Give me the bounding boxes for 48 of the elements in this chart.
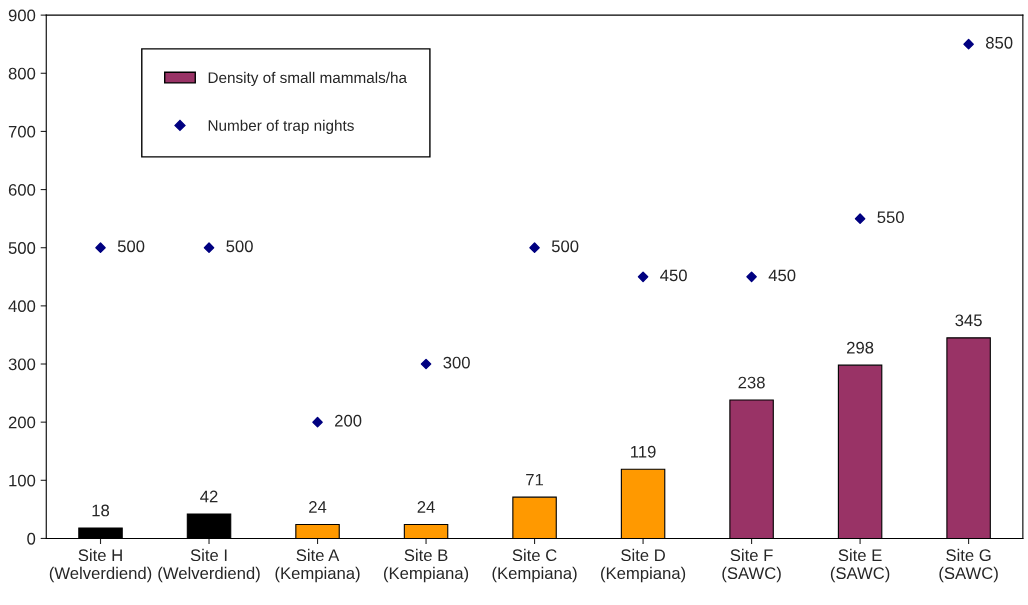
- data-label: 200: [335, 414, 362, 427]
- x-tick-label: Site B (Kempiana): [384, 548, 469, 583]
- x-tick-label: Site I (Welverdiend): [158, 548, 260, 583]
- data-label: 24: [417, 501, 435, 513]
- y-tick-label: 100: [9, 474, 36, 487]
- y-tick-label: 300: [8, 358, 36, 371]
- point: [529, 242, 540, 254]
- y-tick-label: 600: [8, 183, 36, 196]
- data-label: 450: [768, 269, 796, 282]
- y-tick-label: 900: [8, 9, 36, 22]
- point: [854, 213, 866, 224]
- point: [963, 38, 974, 50]
- x-tick-label: Site G (SAWC): [939, 548, 998, 583]
- x-tick-label: Site A (Kempiana): [275, 548, 360, 583]
- data-label: 300: [443, 356, 470, 369]
- y-tick-label: 0: [27, 532, 36, 545]
- y-tick-label: 200: [8, 416, 36, 429]
- point: [312, 416, 323, 428]
- point: [637, 271, 649, 283]
- legend-label: Number of trap nights: [208, 119, 354, 134]
- data-label: 238: [738, 376, 765, 389]
- x-tick-label: Site D (Kempiana): [601, 548, 686, 583]
- y-tick-label: 500: [8, 242, 36, 254]
- x-tick-label: Site E (SAWC): [830, 548, 890, 583]
- x-tick-label: Site C (Kempiana): [492, 548, 577, 583]
- data-label: 500: [117, 240, 145, 253]
- data-label: 24: [309, 501, 327, 513]
- legend-label: Density of small mammals/ha: [208, 71, 407, 87]
- y-tick-label: 400: [8, 300, 36, 313]
- data-label: 550: [877, 211, 904, 224]
- point: [420, 358, 432, 370]
- data-label: 298: [847, 341, 874, 354]
- point: [203, 242, 215, 254]
- data-label: 119: [631, 445, 656, 458]
- y-tick-label: 700: [8, 125, 36, 138]
- data-label: 850: [986, 36, 1013, 49]
- data-label: 71: [526, 473, 544, 486]
- data-label: 450: [660, 269, 687, 282]
- data-label: 500: [551, 240, 579, 253]
- x-tick-label: Site H (Welverdiend): [49, 548, 152, 583]
- point: [95, 242, 106, 254]
- data-label: 500: [226, 240, 253, 253]
- data-label: 345: [955, 314, 982, 327]
- x-tick-label: Site F (SAWC): [722, 548, 781, 583]
- data-label: 42: [200, 490, 218, 503]
- y-tick-label: 800: [8, 67, 36, 80]
- data-label: 18: [92, 504, 110, 517]
- point: [746, 271, 757, 283]
